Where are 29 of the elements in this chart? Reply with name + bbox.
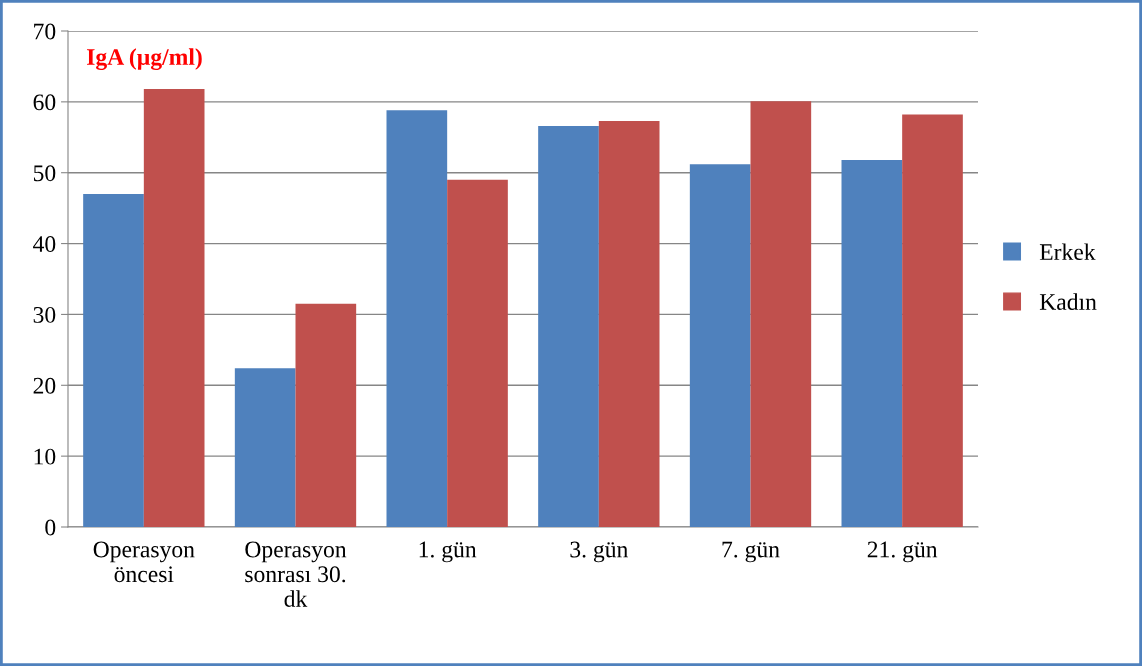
x-tick-label: Operasyon öncesi bbox=[93, 541, 195, 583]
y-tick-label: 20 bbox=[33, 377, 56, 394]
bar bbox=[234, 368, 296, 527]
bar bbox=[295, 303, 357, 527]
legend-label: Kadın bbox=[1039, 293, 1097, 310]
x-tick-label: 1. gün bbox=[419, 541, 477, 563]
bar bbox=[902, 114, 963, 527]
bar bbox=[447, 179, 508, 527]
bar bbox=[841, 159, 903, 527]
y-tick-label: 50 bbox=[33, 165, 56, 182]
bar bbox=[689, 164, 751, 527]
bar bbox=[143, 89, 205, 527]
bar bbox=[598, 120, 660, 527]
text: IgA (µg/ml) bbox=[87, 48, 202, 70]
y-tick-label: 60 bbox=[33, 94, 56, 111]
y-tick-label: 70 bbox=[34, 23, 56, 40]
x-tick-label: 3. gün bbox=[570, 541, 628, 563]
x-tick-label: 21. gün bbox=[867, 541, 938, 563]
bar bbox=[386, 110, 448, 527]
bar bbox=[83, 193, 144, 527]
legend-label: Erkek bbox=[1039, 243, 1096, 261]
x-tick-label: Operasyon sonrası 30. dk bbox=[245, 541, 347, 607]
x-tick-label: 7. gün bbox=[722, 541, 780, 563]
bar bbox=[538, 125, 599, 527]
y-tick-label: 30 bbox=[33, 306, 56, 323]
bar bbox=[750, 101, 812, 527]
y-tick-label: 10 bbox=[34, 448, 56, 465]
y-tick-label: 0 bbox=[45, 519, 56, 536]
y-tick-label: 40 bbox=[33, 236, 56, 252]
